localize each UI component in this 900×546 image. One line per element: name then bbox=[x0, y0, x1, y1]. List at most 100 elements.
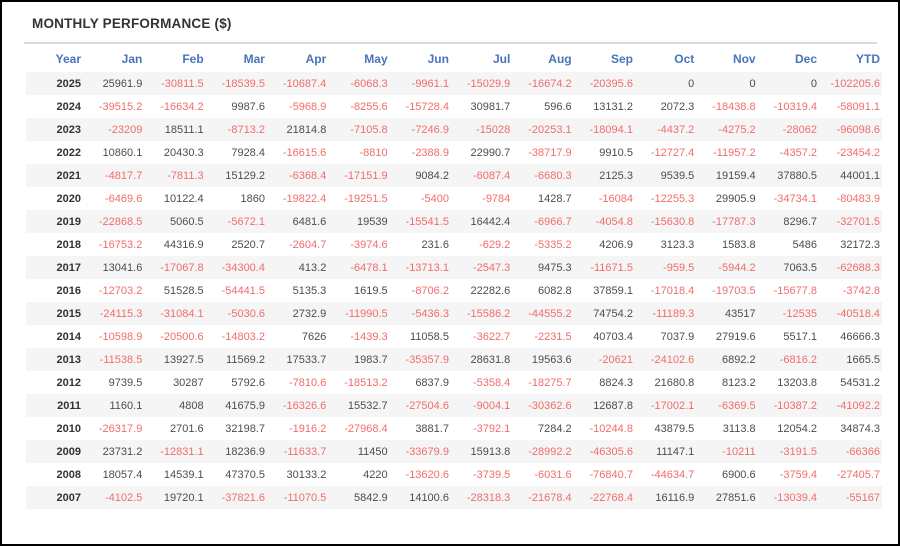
value-cell-jul: -15028 bbox=[476, 123, 511, 136]
value-cell-dec: 5486 bbox=[792, 238, 817, 251]
value-cell-mar: 2520.7 bbox=[231, 238, 265, 251]
value-cell-feb: 19720.1 bbox=[163, 491, 204, 504]
value-cell-jun: 14100.6 bbox=[409, 491, 449, 504]
value-cell-jan: -39515.2 bbox=[98, 100, 143, 113]
value-cell-feb: -31084.1 bbox=[160, 307, 204, 320]
value-cell-ytd: -27405.7 bbox=[836, 468, 880, 481]
widget-header: MONTHLY PERFORMANCE ($) bbox=[24, 2, 877, 44]
value-cell-apr: -19822.4 bbox=[282, 192, 327, 205]
column-header-ytd: YTD bbox=[856, 52, 880, 66]
year-cell: 2018 bbox=[56, 238, 81, 251]
year-cell: 2016 bbox=[56, 284, 81, 297]
value-cell-ytd: 54531.2 bbox=[840, 376, 880, 389]
page-title: MONTHLY PERFORMANCE ($) bbox=[32, 16, 232, 31]
table-row-2021: 2021 -4817.7 -7811.3 15129.2 -6368.4 -17151.9… bbox=[26, 164, 882, 187]
value-cell-jun: -5436.3 bbox=[411, 307, 449, 320]
value-cell-jun: -33679.9 bbox=[405, 445, 449, 458]
monthly-performance-table: Year Jan Feb Mar Apr May Jun Jul Aug Sep Oct Nov Dec… bbox=[26, 45, 882, 509]
value-cell-oct: -17002.1 bbox=[650, 399, 695, 412]
value-cell-feb: 13927.5 bbox=[163, 353, 204, 366]
value-cell-jun: -27504.6 bbox=[405, 399, 449, 412]
value-cell-oct: 21680.8 bbox=[654, 376, 695, 389]
value-cell-jan: 10860.1 bbox=[102, 146, 143, 159]
column-header-may: May bbox=[364, 52, 388, 66]
value-cell-aug: 1428.7 bbox=[537, 192, 572, 205]
value-cell-sep: -76840.7 bbox=[589, 468, 633, 481]
column-header-apr: Apr bbox=[305, 52, 327, 66]
value-cell-nov: -17787.3 bbox=[712, 215, 756, 228]
value-cell-jul: -5358.4 bbox=[472, 376, 511, 389]
value-cell-ytd: 32172.3 bbox=[840, 238, 880, 251]
column-header-sep: Sep bbox=[610, 52, 633, 66]
value-cell-oct: 43879.5 bbox=[654, 422, 695, 435]
value-cell-jul: 28631.8 bbox=[470, 353, 511, 366]
value-cell-mar: -5672.1 bbox=[227, 215, 265, 228]
value-cell-jun: -5400 bbox=[420, 192, 449, 205]
table-body: 2025 25961.9 -30811.5 -18539.5 -10687.4 -6068… bbox=[26, 72, 882, 509]
table-row-2007: 2007 -4102.5 19720.1 -37821.6 -11070.5 5842.9… bbox=[26, 486, 882, 509]
year-cell: 2009 bbox=[56, 445, 81, 458]
value-cell-feb: 10122.4 bbox=[163, 192, 204, 205]
value-cell-jan: 13041.6 bbox=[102, 261, 143, 274]
value-cell-aug: -6031.6 bbox=[534, 468, 572, 481]
value-cell-mar: 9987.6 bbox=[231, 100, 265, 113]
table-row-2011: 2011 1160.1 4808 41675.9 -16326.6 15532.7 -275… bbox=[26, 394, 882, 417]
value-cell-dec: -6816.2 bbox=[779, 353, 817, 366]
value-cell-apr: -6368.4 bbox=[289, 169, 327, 182]
value-cell-jul: -629.2 bbox=[479, 238, 511, 251]
value-cell-sep: -10244.8 bbox=[589, 422, 633, 435]
value-cell-may: -6068.3 bbox=[350, 77, 388, 90]
value-cell-jan: -6469.6 bbox=[105, 192, 143, 205]
value-cell-mar: -34300.4 bbox=[221, 261, 265, 274]
value-cell-jul: -2547.3 bbox=[472, 261, 511, 274]
value-cell-apr: -16615.6 bbox=[282, 146, 327, 159]
value-cell-jan: -23209 bbox=[108, 123, 143, 136]
value-cell-may: -8810 bbox=[359, 146, 388, 159]
value-cell-dec: 13203.8 bbox=[777, 376, 817, 389]
value-cell-nov: 6892.2 bbox=[721, 353, 756, 366]
value-cell-ytd: -96098.6 bbox=[836, 123, 880, 136]
value-cell-jan: -26317.9 bbox=[98, 422, 143, 435]
value-cell-feb: 2701.6 bbox=[170, 422, 204, 435]
value-cell-aug: -2231.5 bbox=[534, 330, 572, 343]
value-cell-ytd: -55167 bbox=[845, 491, 880, 504]
value-cell-nov: -11957.2 bbox=[713, 146, 756, 159]
table-row-2016: 2016 -12703.2 51528.5 -54441.5 5135.3 1619.5 -… bbox=[26, 279, 882, 302]
value-cell-nov: 6900.6 bbox=[721, 468, 756, 481]
value-cell-dec: 0 bbox=[810, 77, 817, 90]
value-cell-sep: -11671.5 bbox=[590, 261, 633, 274]
value-cell-may: 5842.9 bbox=[353, 491, 388, 504]
value-cell-nov: -4275.2 bbox=[718, 123, 756, 136]
value-cell-sep: 2125.3 bbox=[599, 169, 633, 182]
value-cell-nov: 1583.8 bbox=[721, 238, 756, 251]
column-header-mar: Mar bbox=[243, 52, 265, 66]
value-cell-apr: 7626 bbox=[301, 330, 327, 343]
value-cell-sep: -22768.4 bbox=[589, 491, 633, 504]
year-cell: 2010 bbox=[56, 422, 81, 435]
value-cell-may: -7105.8 bbox=[350, 123, 388, 136]
value-cell-ytd: 1665.5 bbox=[846, 353, 880, 366]
table-header-row: Year Jan Feb Mar Apr May Jun Jul Aug Sep Oct Nov Dec… bbox=[26, 45, 882, 72]
value-cell-may: -6478.1 bbox=[350, 261, 388, 274]
value-cell-sep: -16084 bbox=[598, 192, 633, 205]
value-cell-feb: -30811.5 bbox=[161, 77, 204, 90]
value-cell-mar: 32198.7 bbox=[225, 422, 265, 435]
value-cell-sep: -4054.8 bbox=[595, 215, 633, 228]
value-cell-jun: 231.6 bbox=[421, 238, 449, 251]
value-cell-apr: 413.2 bbox=[298, 261, 327, 274]
year-cell: 2008 bbox=[56, 468, 81, 481]
value-cell-sep: 74754.2 bbox=[593, 307, 633, 320]
value-cell-jun: -8706.2 bbox=[411, 284, 449, 297]
value-cell-dec: -15677.8 bbox=[773, 284, 817, 297]
table-row-2017: 2017 13041.6 -17067.8 -34300.4 413.2 -6478.1 -… bbox=[26, 256, 882, 279]
value-cell-mar: 41675.9 bbox=[225, 399, 265, 412]
table-row-2012: 2012 9739.5 30287 5792.6 -7810.6 -18513.2 6837… bbox=[26, 371, 882, 394]
value-cell-jan: -12703.2 bbox=[98, 284, 143, 297]
column-header-nov: Nov bbox=[732, 52, 756, 66]
value-cell-aug: -20253.1 bbox=[528, 123, 572, 136]
value-cell-oct: 3123.3 bbox=[660, 238, 695, 251]
value-cell-sep: -46305.6 bbox=[589, 445, 633, 458]
value-cell-may: 11450 bbox=[357, 445, 388, 458]
value-cell-apr: -11070.5 bbox=[283, 491, 327, 504]
value-cell-dec: -3759.4 bbox=[779, 468, 817, 481]
